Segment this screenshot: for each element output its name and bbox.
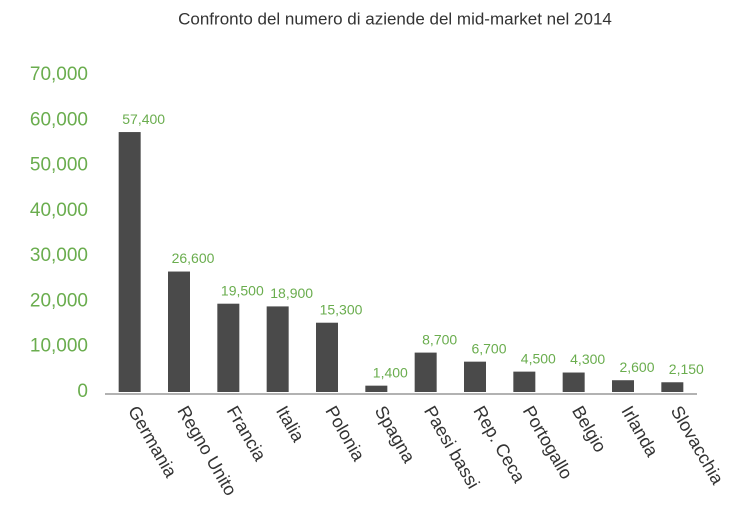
value-label: 26,600 <box>172 250 215 266</box>
bar <box>316 322 338 392</box>
value-label: 18,900 <box>270 285 313 301</box>
bar <box>266 306 289 392</box>
y-tick-label: 0 <box>77 381 88 402</box>
bar <box>612 380 634 392</box>
bar <box>168 271 190 392</box>
x-tick-label: Irlanda <box>617 402 662 461</box>
value-label: 19,500 <box>221 282 264 298</box>
value-label: 15,300 <box>320 301 363 317</box>
y-tick-label: 20,000 <box>30 290 88 311</box>
chart-title: Confronto del numero di aziende del mid-… <box>178 9 612 28</box>
bar <box>562 372 585 392</box>
x-tick-label: Slovacchia <box>667 402 728 488</box>
value-label: 8,700 <box>422 331 457 347</box>
x-tick-label: Belgio <box>568 402 610 455</box>
value-label: 2,600 <box>619 359 654 375</box>
bar <box>464 361 486 392</box>
y-tick-label: 10,000 <box>30 336 88 357</box>
value-label: 1,400 <box>373 364 408 380</box>
y-tick-label: 30,000 <box>30 245 88 266</box>
bar <box>365 385 388 392</box>
bar <box>414 352 437 392</box>
y-tick-label: 70,000 <box>30 64 88 85</box>
value-label: 57,400 <box>122 111 165 127</box>
value-label: 4,300 <box>570 351 605 367</box>
y-tick-label: 60,000 <box>30 109 88 130</box>
x-tick-label: Germania <box>124 402 181 481</box>
value-label: 2,150 <box>669 361 704 377</box>
x-tick-label: Portogallo <box>519 402 577 482</box>
value-label: 4,500 <box>521 350 556 366</box>
x-tick-label: Polonia <box>321 402 369 465</box>
y-tick-label: 50,000 <box>30 155 88 176</box>
x-tick-label: Spagna <box>371 402 420 467</box>
x-tick-label: Francia <box>223 402 271 465</box>
x-tick-label: Italia <box>272 402 309 446</box>
bar <box>217 303 240 392</box>
bar <box>661 382 684 392</box>
bar <box>118 132 141 392</box>
y-tick-label: 40,000 <box>30 200 88 221</box>
value-label: 6,700 <box>471 340 506 356</box>
bar <box>513 371 536 392</box>
